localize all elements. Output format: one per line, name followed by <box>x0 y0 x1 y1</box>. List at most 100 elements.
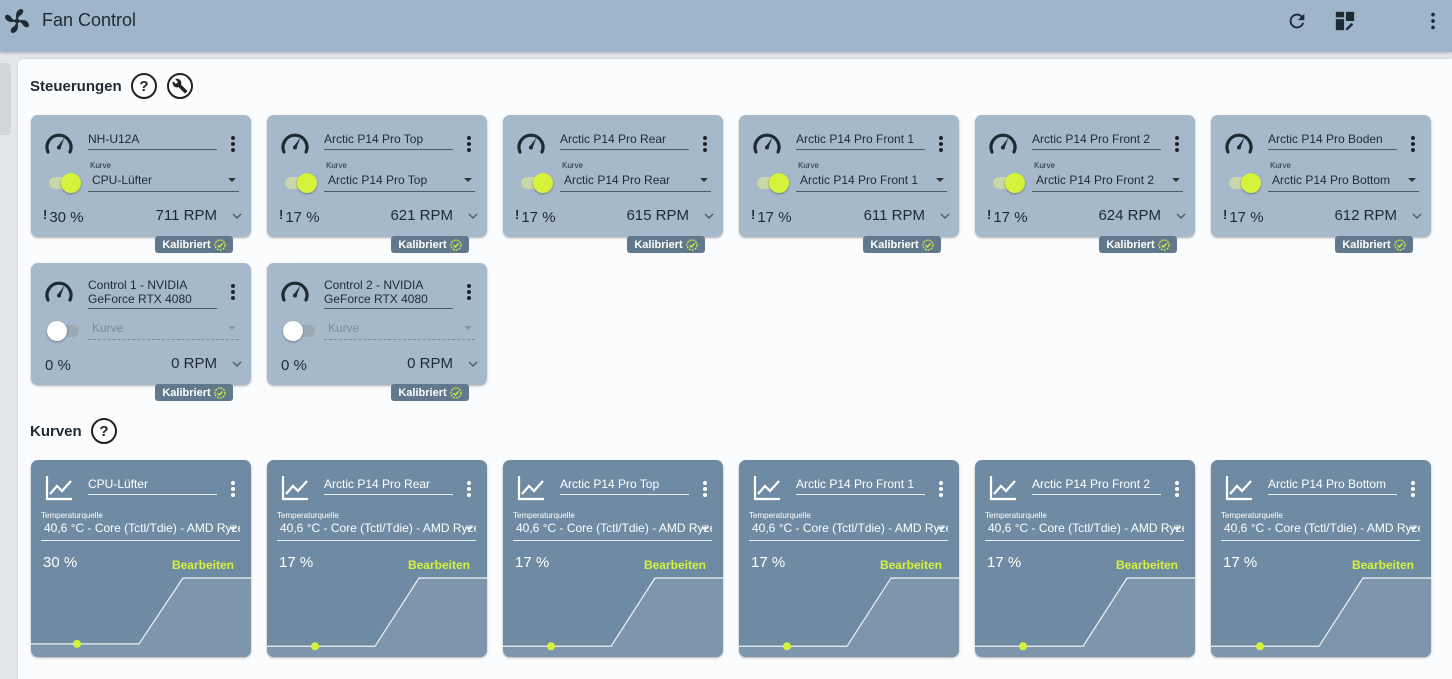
refresh-button[interactable] <box>1285 9 1309 33</box>
curve-name-field[interactable]: Arctic P14 Pro Top <box>560 477 689 495</box>
curve-menu-button[interactable] <box>464 479 474 499</box>
curve-menu-button[interactable] <box>228 479 238 499</box>
curve-name-field[interactable]: Arctic P14 Pro Front 2 <box>1032 477 1161 495</box>
control-name-field[interactable]: NH-U12A <box>88 132 217 150</box>
curve-select[interactable]: Arctic P14 Pro Bottom <box>1268 172 1419 192</box>
control-menu-button[interactable] <box>700 134 710 154</box>
curve-line <box>975 577 1195 647</box>
curve-select[interactable]: CPU-Lüfter <box>88 172 239 192</box>
curve-menu-button[interactable] <box>1408 479 1418 499</box>
control-card-2[interactable]: Arctic P14 Pro Top Kurve Arctic P14 Pro … <box>267 115 487 237</box>
controls-settings-button[interactable] <box>167 73 193 99</box>
temperature-source-select[interactable]: 40,6 °C - Core (Tctl/Tdie) - AMD Ryzen <box>513 521 712 541</box>
chevron-down-icon[interactable] <box>1412 211 1422 221</box>
curve-preview-chart <box>31 577 251 657</box>
curve-card-6[interactable]: Arctic P14 Pro Bottom Temperaturquelle 4… <box>1211 460 1431 657</box>
calibrated-badge: Kalibriert <box>627 236 705 253</box>
navigation-rail[interactable] <box>0 63 11 135</box>
temperature-source-label: Temperaturquelle <box>513 511 575 520</box>
temperature-source-select[interactable]: 40,6 °C - Core (Tctl/Tdie) - AMD Ryzen <box>1221 521 1420 541</box>
temperature-source-select[interactable]: 40,6 °C - Core (Tctl/Tdie) - AMD Ryzen <box>41 521 240 541</box>
chevron-down-icon[interactable] <box>940 211 950 221</box>
chevron-down-icon[interactable] <box>704 211 714 221</box>
control-rpm: 711 RPM <box>155 207 217 224</box>
more-options-button[interactable] <box>1421 9 1445 33</box>
control-card-1[interactable]: NH-U12A Kurve CPU-Lüfter ! 30 % 711 RPM <box>31 115 251 237</box>
curve-name-field[interactable]: Arctic P14 Pro Rear <box>324 477 453 495</box>
curve-card-4[interactable]: Arctic P14 Pro Front 1 Temperaturquelle … <box>739 460 959 657</box>
curve-menu-button[interactable] <box>700 479 710 499</box>
control-menu-button[interactable] <box>464 134 474 154</box>
dashboard-edit-button[interactable] <box>1333 9 1357 33</box>
chevron-down-icon[interactable] <box>232 211 242 221</box>
curve-card-1[interactable]: CPU-Lüfter Temperaturquelle 40,6 °C - Co… <box>31 460 251 657</box>
curve-name-field[interactable]: CPU-Lüfter <box>88 477 217 495</box>
curve-select[interactable]: Arctic P14 Pro Front 1 <box>796 172 947 192</box>
chart-line-icon <box>281 476 308 501</box>
caret-down-icon <box>1408 178 1416 182</box>
curve-name-field[interactable]: Arctic P14 Pro Bottom <box>1268 477 1397 495</box>
control-menu-button[interactable] <box>228 282 238 302</box>
curves-help-button[interactable]: ? <box>91 418 117 444</box>
control-name-field[interactable]: Arctic P14 Pro Boden <box>1268 132 1397 150</box>
control-name-field[interactable]: Arctic P14 Pro Front 1 <box>796 132 925 150</box>
temperature-source-select[interactable]: 40,6 °C - Core (Tctl/Tdie) - AMD Ryzen <box>277 521 476 541</box>
control-card-6[interactable]: Arctic P14 Pro Boden Kurve Arctic P14 Pr… <box>1211 115 1431 237</box>
fan-logo-icon <box>5 9 29 33</box>
control-percent: 0 % <box>279 355 307 374</box>
control-name-field[interactable]: Control 1 - NVIDIA GeForce RTX 4080 <box>88 278 217 309</box>
edit-curve-button[interactable]: Bearbeiten <box>407 558 470 572</box>
control-enable-toggle[interactable] <box>47 320 81 342</box>
control-name-field[interactable]: Arctic P14 Pro Front 2 <box>1032 132 1161 150</box>
temperature-source-value: 40,6 °C - Core (Tctl/Tdie) - AMD Ryzen <box>988 521 1184 535</box>
curve-name-field[interactable]: Arctic P14 Pro Front 1 <box>796 477 925 495</box>
curve-select[interactable]: Arctic P14 Pro Front 2 <box>1032 172 1183 192</box>
control-name-field[interactable]: Arctic P14 Pro Rear <box>560 132 689 150</box>
controls-help-button[interactable]: ? <box>131 73 157 99</box>
control-card-8[interactable]: Control 2 - NVIDIA GeForce RTX 4080 Kurv… <box>267 263 487 385</box>
control-enable-toggle[interactable] <box>755 172 789 194</box>
curve-card-3[interactable]: Arctic P14 Pro Top Temperaturquelle 40,6… <box>503 460 723 657</box>
control-card-5[interactable]: Arctic P14 Pro Front 2 Kurve Arctic P14 … <box>975 115 1195 237</box>
control-card-4[interactable]: Arctic P14 Pro Front 1 Kurve Arctic P14 … <box>739 115 959 237</box>
control-menu-button[interactable] <box>1172 134 1182 154</box>
control-menu-button[interactable] <box>228 134 238 154</box>
edit-curve-button[interactable]: Bearbeiten <box>643 558 706 572</box>
control-enable-toggle[interactable] <box>283 172 317 194</box>
curve-card-2[interactable]: Arctic P14 Pro Rear Temperaturquelle 40,… <box>267 460 487 657</box>
control-enable-toggle[interactable] <box>519 172 553 194</box>
caret-down-icon <box>1172 178 1180 182</box>
edit-curve-button[interactable]: Bearbeiten <box>171 558 234 572</box>
chevron-down-icon[interactable] <box>232 359 242 369</box>
control-enable-toggle[interactable] <box>47 172 81 194</box>
control-enable-toggle[interactable] <box>991 172 1025 194</box>
chevron-down-icon[interactable] <box>468 359 478 369</box>
edit-curve-button[interactable]: Bearbeiten <box>1115 558 1178 572</box>
control-card-3[interactable]: Arctic P14 Pro Rear Kurve Arctic P14 Pro… <box>503 115 723 237</box>
temperature-source-select[interactable]: 40,6 °C - Core (Tctl/Tdie) - AMD Ryzen <box>749 521 948 541</box>
calibrated-badge-label: Kalibriert <box>162 386 211 399</box>
control-menu-button[interactable] <box>936 134 946 154</box>
curve-select[interactable]: Arctic P14 Pro Rear <box>560 172 711 192</box>
caret-down-icon <box>464 178 472 182</box>
curve-menu-button[interactable] <box>936 479 946 499</box>
control-menu-button[interactable] <box>464 282 474 302</box>
curve-fill-area <box>503 578 723 657</box>
edit-curve-button[interactable]: Bearbeiten <box>879 558 942 572</box>
control-name-field[interactable]: Control 2 - NVIDIA GeForce RTX 4080 <box>324 278 453 309</box>
control-card-7[interactable]: Control 1 - NVIDIA GeForce RTX 4080 Kurv… <box>31 263 251 385</box>
control-enable-toggle[interactable] <box>1227 172 1261 194</box>
edit-curve-button[interactable]: Bearbeiten <box>1351 558 1414 572</box>
chevron-down-icon[interactable] <box>1176 211 1186 221</box>
chevron-down-icon[interactable] <box>468 211 478 221</box>
curve-select[interactable]: Kurve <box>88 320 239 340</box>
curve-menu-button[interactable] <box>1172 479 1182 499</box>
control-menu-button[interactable] <box>1408 134 1418 154</box>
curve-select[interactable]: Kurve <box>324 320 475 340</box>
caret-down-icon <box>700 178 708 182</box>
curve-select[interactable]: Arctic P14 Pro Top <box>324 172 475 192</box>
control-name-field[interactable]: Arctic P14 Pro Top <box>324 132 453 150</box>
curve-card-5[interactable]: Arctic P14 Pro Front 2 Temperaturquelle … <box>975 460 1195 657</box>
temperature-source-select[interactable]: 40,6 °C - Core (Tctl/Tdie) - AMD Ryzen <box>985 521 1184 541</box>
control-enable-toggle[interactable] <box>283 320 317 342</box>
